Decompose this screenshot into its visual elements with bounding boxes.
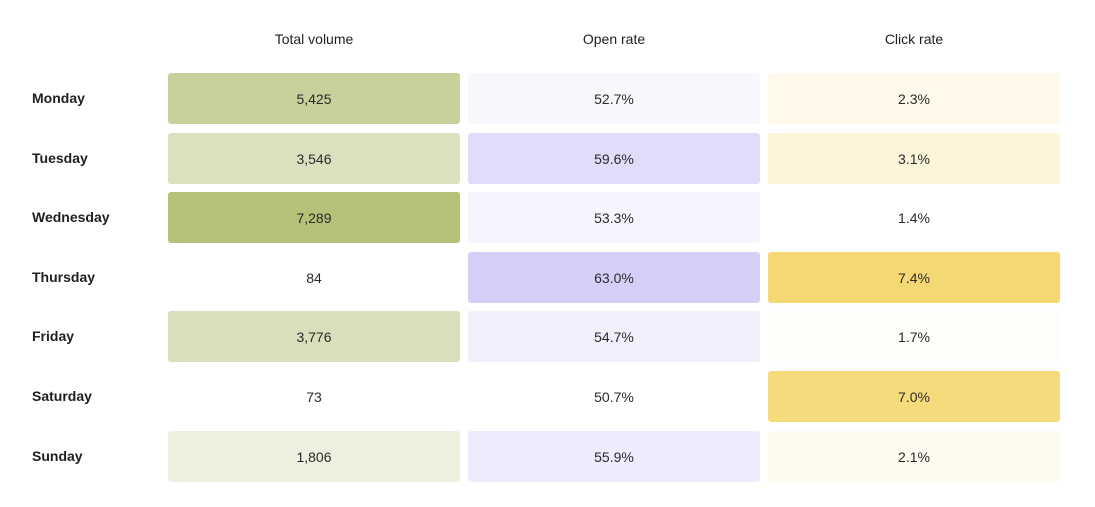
row-label-sunday: Sunday [32,448,83,464]
row-label-wednesday: Wednesday [32,209,110,225]
cell-monday-click-rate: 2.3% [768,73,1060,124]
cell-value: 7,289 [296,209,332,226]
cell-friday-click-rate: 1.7% [768,311,1060,362]
cell-value: 3.1% [898,150,930,167]
column-header-open-rate: Open rate [582,31,646,47]
cell-monday-total-volume: 5,425 [168,73,460,124]
cell-value: 1.7% [898,328,930,345]
cell-friday-open-rate: 54.7% [468,311,760,362]
cell-thursday-total-volume: 84 [168,252,460,303]
cell-value: 59.6% [594,150,634,167]
cell-value: 55.9% [594,448,634,465]
cell-tuesday-open-rate: 59.6% [468,133,760,184]
row-label-thursday: Thursday [32,269,96,285]
cell-saturday-total-volume: 73 [168,371,460,422]
cell-value: 53.3% [594,209,634,226]
cell-value: 50.7% [594,388,634,405]
cell-value: 54.7% [594,328,634,345]
row-label-monday: Monday [32,90,85,106]
cell-value: 5,425 [296,90,332,107]
cell-wednesday-total-volume: 7,289 [168,192,460,243]
cell-sunday-click-rate: 2.1% [768,431,1060,482]
column-header-total-volume: Total volume [274,31,354,47]
cell-value: 84 [306,269,322,286]
cell-value: 7.4% [898,269,930,286]
cell-thursday-open-rate: 63.0% [468,252,760,303]
cell-value: 3,776 [296,328,332,345]
cell-thursday-click-rate: 7.4% [768,252,1060,303]
cell-monday-open-rate: 52.7% [468,73,760,124]
cell-wednesday-open-rate: 53.3% [468,192,760,243]
cell-value: 73 [306,388,322,405]
cell-value: 3,546 [296,150,332,167]
cell-value: 2.1% [898,448,930,465]
cell-saturday-click-rate: 7.0% [768,371,1060,422]
cell-value: 63.0% [594,269,634,286]
cell-sunday-total-volume: 1,806 [168,431,460,482]
row-label-friday: Friday [32,328,75,344]
cell-value: 1.4% [898,209,930,226]
cell-friday-total-volume: 3,776 [168,311,460,362]
row-label-saturday: Saturday [32,388,92,404]
cell-value: 7.0% [898,388,930,405]
cell-value: 2.3% [898,90,930,107]
cell-value: 52.7% [594,90,634,107]
cell-value: 1,806 [296,448,332,465]
cell-tuesday-click-rate: 3.1% [768,133,1060,184]
row-label-tuesday: Tuesday [32,150,88,166]
cell-wednesday-click-rate: 1.4% [768,192,1060,243]
cell-saturday-open-rate: 50.7% [468,371,760,422]
cell-sunday-open-rate: 55.9% [468,431,760,482]
column-header-click-rate: Click rate [884,31,944,47]
cell-tuesday-total-volume: 3,546 [168,133,460,184]
